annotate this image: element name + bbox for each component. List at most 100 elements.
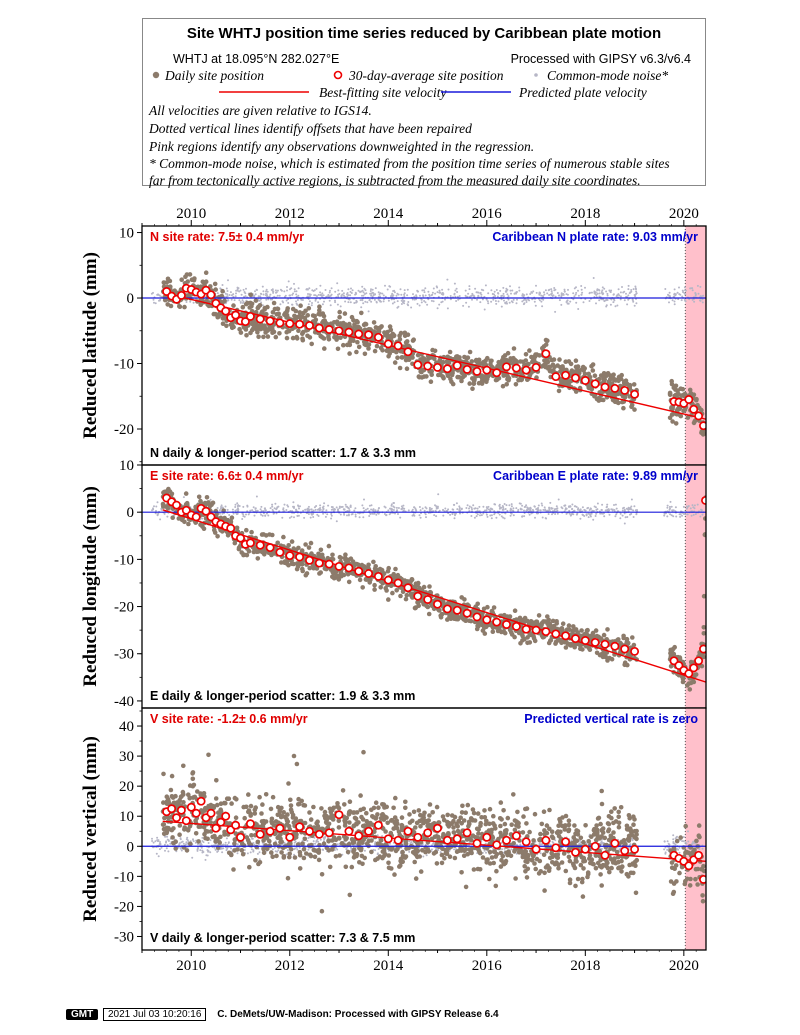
note-3: Pink regions identify any observations d…	[149, 139, 535, 154]
noise-point	[534, 516, 536, 519]
daily-point	[225, 533, 231, 538]
average-point	[314, 558, 324, 568]
noise-point	[534, 304, 537, 307]
noise-point	[323, 300, 325, 303]
daily-point	[686, 681, 692, 686]
noise-point	[285, 299, 288, 302]
noise-point	[288, 516, 291, 519]
daily-point	[240, 304, 246, 310]
average-point	[689, 404, 699, 414]
noise-point	[497, 292, 499, 294]
noise-point	[566, 299, 569, 302]
noise-point	[347, 294, 350, 297]
noise-point	[486, 300, 489, 303]
noise-point	[502, 516, 505, 519]
daily-point	[531, 634, 536, 639]
noise-point	[595, 508, 598, 511]
noise-point	[297, 505, 300, 508]
daily-point	[220, 316, 226, 321]
daily-point	[484, 379, 489, 385]
noise-point	[364, 300, 367, 303]
noise-point	[456, 508, 459, 511]
noise-point	[560, 506, 563, 509]
noise-point	[573, 509, 575, 512]
noise-point	[580, 293, 583, 296]
noise-point	[337, 508, 340, 511]
daily-point	[366, 346, 371, 351]
noise-point	[379, 292, 382, 295]
daily-point	[177, 304, 182, 309]
noise-point	[617, 293, 620, 296]
daily-point	[247, 305, 252, 310]
noise-point	[375, 513, 378, 516]
noise-point	[255, 509, 257, 512]
daily-point	[318, 333, 324, 339]
daily-point	[581, 368, 586, 373]
daily-point	[560, 621, 566, 626]
noise-point	[602, 298, 605, 301]
noise-point	[610, 298, 613, 301]
noise-point	[575, 513, 578, 516]
noise-point	[371, 291, 374, 294]
noise-point	[535, 284, 537, 287]
x-tick-label: 2010	[176, 206, 206, 222]
noise-point	[484, 509, 486, 512]
noise-point	[495, 302, 498, 305]
noise-point	[504, 302, 507, 305]
noise-point	[686, 513, 689, 516]
average-point	[305, 555, 314, 565]
daily-point	[676, 406, 682, 412]
daily-point	[667, 390, 673, 396]
noise-point	[234, 506, 237, 508]
noise-point	[627, 298, 630, 301]
daily-point	[330, 574, 335, 580]
noise-point	[280, 289, 283, 292]
daily-point	[321, 313, 327, 319]
panel-V-plot	[142, 708, 706, 950]
noise-point	[565, 507, 568, 510]
daily-point	[390, 590, 395, 596]
daily-point	[186, 521, 191, 527]
daily-point	[687, 387, 693, 393]
noise-point	[625, 292, 627, 295]
daily-point	[589, 386, 595, 392]
daily-point	[274, 312, 280, 317]
daily-point	[473, 604, 479, 609]
legend-box: Site WHTJ position time series reduced b…	[142, 18, 706, 188]
chart-title: Site WHTJ position time series reduced b…	[186, 25, 662, 42]
noise-point	[397, 293, 400, 296]
average-point	[245, 538, 255, 548]
average-point	[442, 364, 452, 374]
noise-point	[371, 295, 374, 298]
noise-point	[435, 515, 438, 518]
noise-point	[239, 301, 242, 304]
daily-point	[277, 331, 282, 336]
daily-point	[571, 642, 577, 648]
noise-point	[321, 292, 324, 295]
daily-point	[478, 620, 483, 626]
fit-label: Best-fitting site velocity	[319, 85, 447, 100]
daily-point	[539, 623, 544, 628]
daily-point	[265, 334, 271, 339]
y-tick-label: 10	[119, 226, 134, 242]
noise-point	[454, 289, 457, 292]
noise-point	[697, 292, 700, 295]
noise-point	[400, 293, 403, 296]
noise-point	[389, 507, 392, 510]
noise-point	[431, 293, 434, 296]
noise-point	[266, 294, 268, 297]
noise-point	[547, 513, 550, 515]
daily-point	[452, 616, 457, 621]
daily-point	[599, 651, 604, 657]
noise-point	[635, 302, 638, 305]
daily-point	[394, 588, 400, 593]
daily-point	[437, 608, 442, 613]
daily-point	[343, 557, 348, 563]
noise-point	[182, 496, 185, 499]
noise-point	[295, 290, 298, 293]
noise-point	[371, 288, 374, 291]
noise-point	[180, 849, 183, 852]
daily-point	[326, 543, 332, 549]
average-point	[580, 376, 590, 385]
noise-point	[579, 517, 582, 520]
